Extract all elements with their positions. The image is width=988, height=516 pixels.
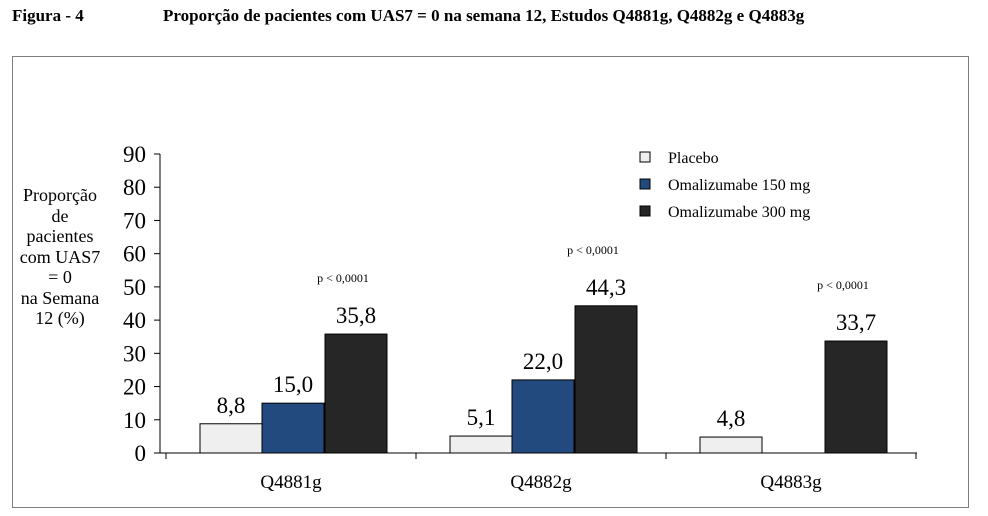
- y-axis-label-line: com UAS7: [19, 246, 101, 267]
- legend-swatch: [639, 178, 651, 190]
- legend-swatch: [639, 151, 651, 163]
- data-label: 44,3: [586, 275, 626, 300]
- y-tick-label: 20: [123, 375, 146, 400]
- y-axis-label-line: de: [51, 205, 69, 226]
- p-value-annotation: p < 0,0001: [817, 278, 869, 292]
- bar-omalizumabe_150: [511, 379, 575, 454]
- figure-title: Proporção de pacientes com UAS7 = 0 na s…: [163, 6, 805, 25]
- y-axis-label: Proporção de pacientes com UAS7 = 0 na S…: [14, 185, 106, 329]
- x-tick-label: Q4882g: [510, 472, 572, 493]
- data-label: 4,8: [717, 406, 746, 431]
- data-label: 5,1: [467, 405, 496, 430]
- legend-label: Placebo: [668, 150, 719, 167]
- y-tick-label: 90: [123, 142, 146, 167]
- y-tick-label: 30: [123, 341, 146, 366]
- x-tick-label: Q4883g: [760, 472, 822, 493]
- y-tick-label: 10: [123, 408, 146, 433]
- y-tick-label: 50: [123, 275, 146, 300]
- y-tick-label: 0: [135, 441, 147, 466]
- bar-omalizumabe_300: [324, 333, 388, 454]
- y-tick-label: 70: [123, 208, 146, 233]
- p-value-annotation: p < 0,0001: [567, 243, 619, 257]
- data-label: 22,0: [523, 349, 563, 374]
- y-axis-label-line: pacientes: [26, 226, 94, 246]
- y-axis-label-line: na Semana: [20, 287, 100, 308]
- figure-label: Figura - 4: [12, 6, 84, 25]
- y-axis-label-line: 12 (%): [35, 308, 85, 328]
- data-label: 8,8: [217, 393, 246, 418]
- legend-label: Omalizumabe 300 mg: [668, 204, 810, 221]
- legend-label: Omalizumabe 150 mg: [668, 177, 810, 194]
- bar-omalizumabe_300: [824, 340, 888, 454]
- y-axis-label-line: = 0: [48, 267, 72, 287]
- chart-frame: [12, 56, 969, 508]
- y-tick-label: 60: [123, 242, 146, 267]
- y-tick-label: 40: [123, 308, 146, 333]
- p-value-annotation: p < 0,0001: [317, 271, 369, 285]
- data-label: 35,8: [336, 303, 376, 328]
- bar-placebo: [199, 423, 263, 454]
- data-label: 15,0: [273, 372, 313, 397]
- bar-placebo: [699, 436, 763, 454]
- bar-placebo: [449, 435, 513, 454]
- data-label: 33,7: [836, 310, 876, 335]
- y-axis-label-line: Proporção: [23, 185, 97, 205]
- x-tick-label: Q4881g: [260, 472, 322, 493]
- bar-omalizumabe_150: [261, 402, 325, 454]
- bar-omalizumabe_300: [574, 305, 638, 454]
- y-tick-label: 80: [123, 175, 146, 200]
- legend-swatch: [639, 205, 651, 217]
